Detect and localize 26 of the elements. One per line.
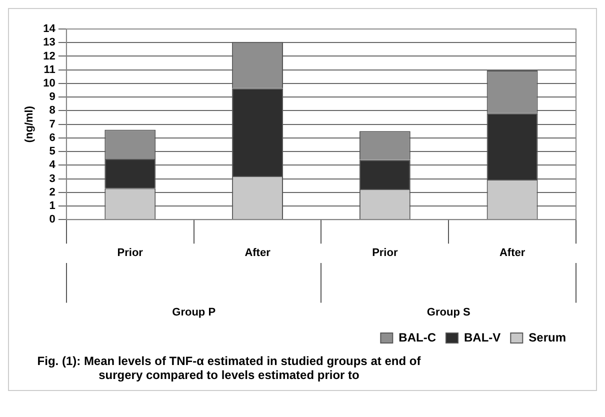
legend-label: BAL-V <box>464 330 501 344</box>
y-tick-label: 4 <box>49 159 56 172</box>
y-axis-title: (ng/ml) <box>24 106 36 143</box>
y-tick-label: 13 <box>43 36 56 49</box>
y-tick-label: 9 <box>49 91 56 104</box>
legend-label: BAL-C <box>398 330 436 344</box>
y-tick-label: 0 <box>49 214 56 226</box>
text: Group S <box>426 306 470 318</box>
y-tick-label: 6 <box>49 132 56 144</box>
y-tick-label: 14 <box>43 23 56 36</box>
y-tick-label: 7 <box>49 118 56 130</box>
legend-label: Serum <box>528 330 566 344</box>
x-tick-label: After <box>499 247 526 260</box>
y-tick-label: 11 <box>44 64 56 76</box>
y-tick-label: 5 <box>49 146 56 158</box>
x-tick-label: Prior <box>117 247 144 260</box>
text: Group P <box>172 306 216 318</box>
y-tick-label: 3 <box>49 172 56 185</box>
y-tick-label: 10 <box>43 77 56 90</box>
y-tick-label: 2 <box>49 186 56 198</box>
y-tick-label: 12 <box>43 50 56 62</box>
x-tick-label: After <box>244 247 272 260</box>
y-tick-label: 1 <box>49 200 56 212</box>
x-tick-label: Prior <box>372 247 398 260</box>
text: Fig. (1): Mean levels of TNF-α estimated in studied groups at end of surgery compared to levels estimated prior to <box>36 354 422 384</box>
y-tick-label: 8 <box>49 104 56 117</box>
